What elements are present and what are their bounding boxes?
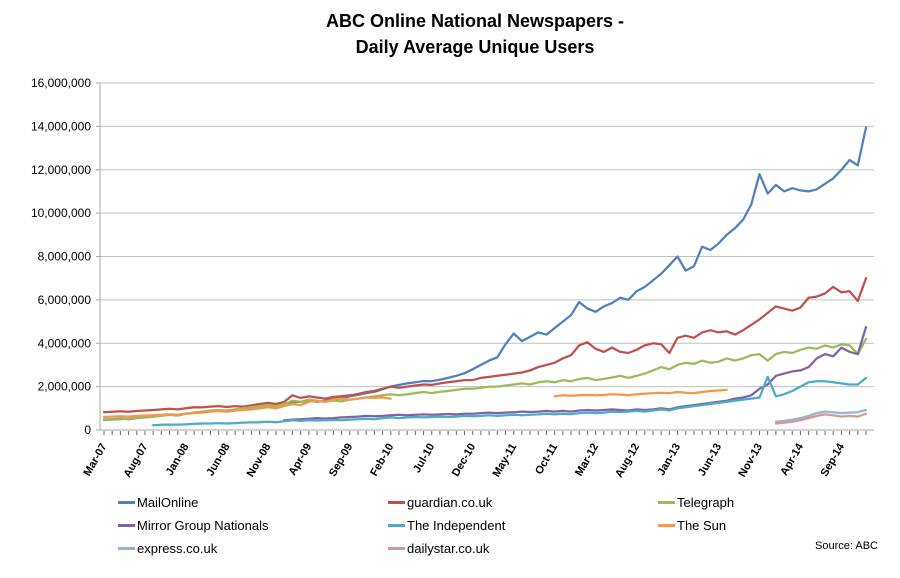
series-line-mailonline: [102, 126, 868, 421]
legend-label-mirror-group-nationals: Mirror Group Nationals: [137, 517, 269, 533]
series-line-the-independent: [152, 375, 868, 427]
legend-swatch-the-sun: [658, 523, 675, 527]
legend-label-telegraph: Telegraph: [677, 494, 735, 510]
chart-title-line1: ABC Online National Newspapers -: [325, 11, 625, 31]
x-axis-label: Nov-13: [736, 442, 765, 480]
series-line-guardian-co-uk: [102, 277, 868, 414]
legend-item-mailonline: MailOnline: [118, 494, 388, 510]
legend-swatch-mirror-group-nationals: [118, 523, 135, 527]
series-line-express-co-uk: [774, 408, 868, 423]
x-axis-label: Nov-08: [245, 442, 274, 480]
x-axis-label: Jun-13: [696, 442, 724, 479]
x-axis-label: Jan-13: [655, 442, 683, 478]
x-axis-label: Mar-12: [573, 442, 601, 479]
y-axis-label: 4,000,000: [38, 336, 92, 350]
chart-title-line2: Daily Average Unique Users: [355, 37, 595, 57]
legend-swatch-mailonline: [118, 500, 135, 504]
legend-label-the-independent: The Independent: [407, 517, 506, 533]
x-axis-label: Apr-14: [778, 441, 806, 478]
legend-swatch-express-co-uk: [118, 546, 135, 550]
legend-swatch-telegraph: [658, 500, 675, 504]
y-axis-label: 14,000,000: [31, 119, 91, 133]
series-line-dailystar-co-uk: [774, 412, 868, 425]
legend-item-the-sun: The Sun: [658, 517, 858, 533]
x-axis-label: May-11: [491, 442, 520, 480]
x-axis-label: Aug-12: [613, 442, 642, 480]
legend-item-telegraph: Telegraph: [658, 494, 858, 510]
x-axis-label: Aug-07: [122, 442, 151, 480]
chart-title: ABC Online National Newspapers - Daily A…: [70, 8, 880, 60]
y-axis-label: 16,000,000: [31, 76, 91, 90]
y-axis-label: 10,000,000: [31, 206, 91, 220]
x-axis-label: Apr-09: [287, 442, 315, 478]
legend-item-express-co-uk: express.co.uk: [118, 540, 388, 556]
legend-swatch-dailystar-co-uk: [388, 546, 405, 550]
legend-swatch-guardian-co-uk: [388, 500, 405, 504]
y-axis-label: 12,000,000: [31, 163, 91, 177]
x-axis-label: Jul-10: [411, 442, 437, 476]
y-axis-label: 2,000,000: [38, 380, 92, 394]
x-axis-label: Oct-11: [533, 442, 560, 477]
legend-item-dailystar-co-uk: dailystar.co.uk: [388, 540, 658, 556]
legend-label-mailonline: MailOnline: [137, 494, 199, 510]
series-line-telegraph: [102, 337, 868, 422]
x-axis-label: Mar-07: [81, 442, 109, 479]
y-axis-label: 0: [84, 423, 91, 437]
legend-item-guardian-co-uk: guardian.co.uk: [388, 494, 658, 510]
legend-item-the-independent: The Independent: [388, 517, 658, 533]
legend-label-guardian-co-uk: guardian.co.uk: [407, 494, 493, 510]
legend-label-express-co-uk: express.co.uk: [137, 540, 218, 556]
x-axis-label: Dec-10: [450, 442, 478, 479]
series-line-the-sun: [102, 396, 392, 419]
x-axis-label: Jan-08: [164, 442, 192, 478]
source-note: Source: ABC: [815, 540, 878, 552]
x-axis-label: Sep-14: [819, 441, 848, 479]
x-axis-label: Jun-08: [204, 442, 232, 479]
legend-swatch-the-independent: [388, 523, 405, 527]
legend: MailOnline guardian.co.uk Telegraph Mirror …: [118, 494, 818, 556]
y-axis-label: 6,000,000: [38, 293, 92, 307]
chart-svg: 0 2,000,000 4,000,000 6,000,000 8,000,000 10,…: [31, 76, 874, 480]
x-axis-label: Sep-09: [327, 442, 355, 479]
x-axis-label: Feb-10: [368, 442, 396, 479]
series-line-the-sun: [553, 388, 728, 398]
series-line-mirror-group-nationals: [283, 325, 868, 422]
legend-item-mirror-group-nationals: Mirror Group Nationals: [118, 517, 388, 533]
legend-label-dailystar-co-uk: dailystar.co.uk: [407, 540, 490, 556]
y-axis-label: 8,000,000: [38, 250, 92, 264]
legend-label-the-sun: The Sun: [677, 517, 727, 533]
